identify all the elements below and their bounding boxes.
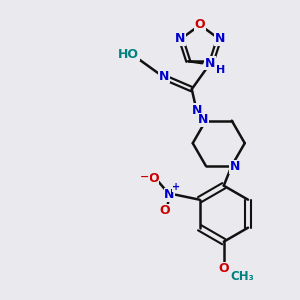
Text: +: +: [172, 182, 181, 192]
Text: H: H: [216, 65, 225, 75]
Text: −: −: [140, 172, 149, 182]
Text: N: N: [159, 70, 169, 83]
Text: O: O: [218, 262, 229, 275]
Text: N: N: [192, 104, 202, 117]
Text: N: N: [215, 32, 225, 45]
Text: CH₃: CH₃: [230, 270, 254, 283]
Text: O: O: [148, 172, 159, 185]
Text: O: O: [159, 204, 170, 217]
Text: N: N: [164, 188, 175, 201]
Text: N: N: [198, 113, 208, 126]
Text: N: N: [205, 57, 215, 70]
Text: HO: HO: [118, 48, 139, 61]
Text: N: N: [175, 32, 185, 45]
Text: O: O: [195, 19, 205, 32]
Text: N: N: [230, 160, 240, 173]
